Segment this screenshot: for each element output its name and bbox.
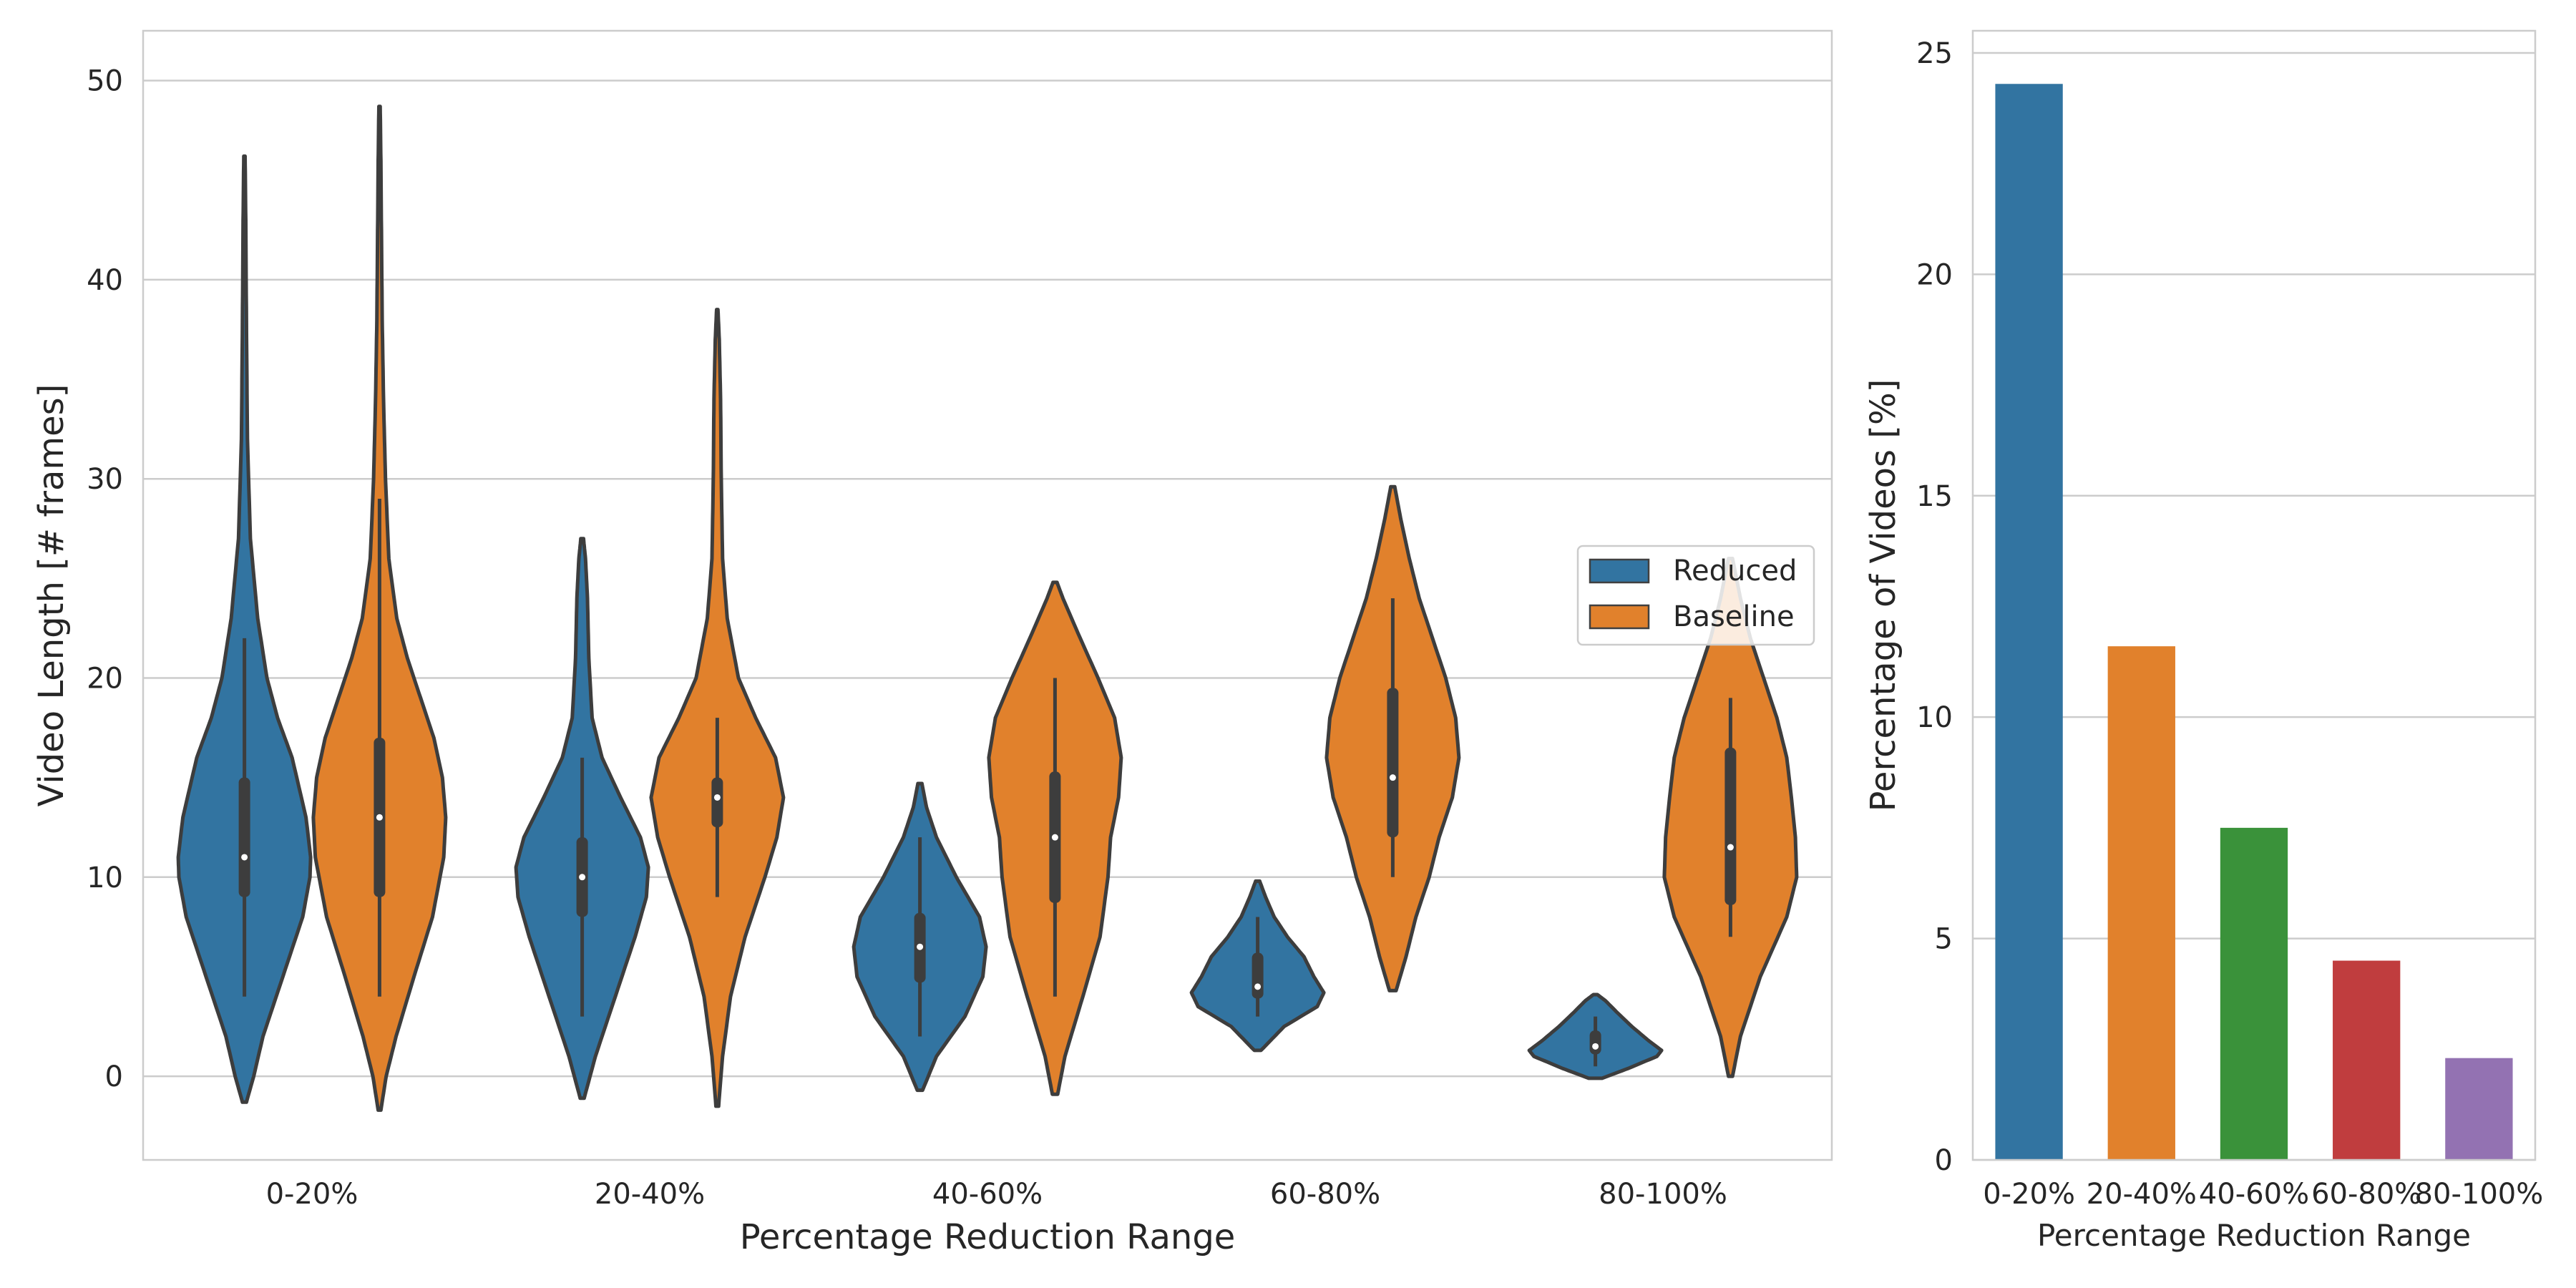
violin-legend: Reduced Baseline (1576, 545, 1815, 646)
violin-iqr-box (1589, 1030, 1601, 1055)
legend-label-baseline: Baseline (1673, 600, 1795, 633)
violin-median (1254, 983, 1262, 990)
violin-median (917, 943, 924, 950)
x-tick-label: 40-60% (932, 1178, 1043, 1211)
legend-swatch-baseline (1589, 604, 1650, 630)
y-tick-label: 20 (1916, 258, 1953, 291)
violin-baseline-1 (649, 308, 786, 1108)
bar-chart: 0 5 10 15 20 25 0-20% 20-40% 40-60% 60-80%80-100… (1863, 29, 2543, 1253)
x-tick-label: 80-100% (1599, 1178, 1727, 1211)
violin-body (649, 308, 786, 1108)
x-tick-label: 40-60% (2199, 1178, 2309, 1211)
bar-marks (1995, 84, 2513, 1161)
violin-median (713, 794, 721, 801)
violin-reduced-3 (1189, 879, 1326, 1053)
violin-iqr-box (1387, 688, 1399, 838)
violin-iqr-box (238, 777, 250, 897)
violin-plot-frame (142, 29, 1833, 1161)
y-tick-label: 10 (87, 862, 123, 894)
violin-median (376, 814, 383, 821)
x-tick-label: 60-80% (1270, 1178, 1380, 1211)
x-tick-label: 80-100% (2415, 1178, 2544, 1211)
violin-chart: 0 10 20 30 40 50 0-20% 20-40% 40-60% 60-80% 80-10… (31, 29, 1833, 1257)
y-tick-label: 0 (1935, 1144, 1953, 1177)
violin-x-tick-labels: 0-20% 20-40% 40-60% 60-80% 80-100% (266, 1178, 1727, 1211)
bar-y-tick-labels: 0 5 10 15 20 25 (1916, 37, 1953, 1177)
violin-median (1051, 834, 1058, 841)
violin-baseline-0 (311, 104, 448, 1112)
x-tick-label: 0-20% (266, 1178, 358, 1211)
bar-40-60% (2220, 827, 2288, 1160)
x-tick-label: 0-20% (1983, 1178, 2075, 1211)
violin-median (1592, 1043, 1599, 1050)
bar-80-100% (2445, 1058, 2513, 1160)
violin-median (1389, 774, 1396, 781)
violin-baseline-2 (987, 580, 1123, 1096)
y-tick-label: 15 (1916, 480, 1953, 513)
violin-body (176, 154, 313, 1104)
violin-reduced-4 (1527, 992, 1664, 1080)
violin-x-axis-label: Percentage Reduction Range (740, 1217, 1236, 1257)
bar-x-tick-labels: 0-20% 20-40% 40-60% 60-80%80-100% (1983, 1178, 2543, 1211)
legend-label-reduced: Reduced (1673, 555, 1797, 587)
legend-swatch-reduced (1589, 558, 1650, 584)
y-tick-label: 5 (1935, 923, 1953, 956)
y-tick-label: 10 (1916, 701, 1953, 734)
x-tick-label: 60-80% (2311, 1178, 2421, 1211)
bar-y-axis-label: Percentage of Videos [%] (1863, 379, 1903, 812)
bar-60-80% (2333, 960, 2401, 1160)
violin-reduced-1 (514, 537, 650, 1101)
y-tick-label: 40 (87, 264, 123, 297)
violin-median (241, 854, 248, 861)
y-tick-label: 50 (87, 65, 123, 98)
violin-iqr-box (711, 777, 723, 828)
bar-20-40% (2107, 646, 2175, 1160)
violin-reduced-2 (852, 781, 988, 1093)
violin-iqr-box (1252, 952, 1264, 999)
y-tick-label: 30 (87, 463, 123, 496)
violin-iqr-box (1724, 747, 1737, 905)
y-tick-label: 25 (1916, 37, 1953, 70)
bar-0-20% (1995, 84, 2063, 1161)
bar-plot-frame (1971, 29, 2537, 1161)
violin-median (1727, 844, 1734, 851)
violin-baseline-3 (1324, 484, 1461, 992)
y-tick-label: 20 (87, 662, 123, 695)
y-tick-label: 0 (105, 1060, 123, 1093)
violin-y-tick-labels: 0 10 20 30 40 50 (87, 65, 123, 1094)
violin-median (579, 874, 586, 881)
violin-y-axis-label: Video Length [# frames] (31, 384, 72, 807)
x-tick-label: 20-40% (595, 1178, 705, 1211)
violin-reduced-0 (176, 154, 313, 1104)
bar-x-axis-label: Percentage Reduction Range (2037, 1218, 2471, 1253)
violin-bodies (176, 104, 1799, 1112)
x-tick-label: 20-40% (2087, 1178, 2197, 1211)
